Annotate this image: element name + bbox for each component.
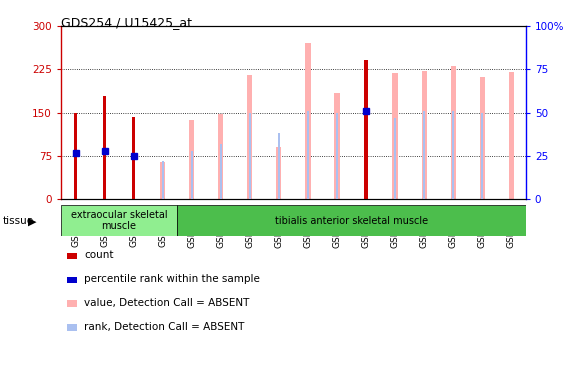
Bar — [422, 71, 427, 199]
Bar — [335, 93, 339, 199]
Bar — [132, 117, 135, 199]
Bar — [307, 111, 309, 199]
Text: count: count — [84, 250, 114, 261]
Bar — [277, 147, 282, 199]
Bar — [509, 72, 514, 199]
Bar — [248, 75, 252, 199]
Bar — [160, 162, 166, 199]
Bar — [482, 113, 483, 199]
Bar — [177, 205, 526, 236]
Bar — [480, 76, 485, 199]
Bar — [74, 113, 77, 199]
Bar — [393, 73, 397, 199]
Bar — [278, 133, 280, 199]
Text: rank, Detection Call = ABSENT: rank, Detection Call = ABSENT — [84, 322, 245, 332]
Bar — [249, 113, 251, 199]
Text: GDS254 / U15425_at: GDS254 / U15425_at — [61, 16, 192, 30]
Bar — [191, 151, 193, 199]
Text: tibialis anterior skeletal muscle: tibialis anterior skeletal muscle — [275, 216, 428, 225]
Bar — [162, 161, 164, 199]
Bar — [189, 120, 194, 199]
Bar — [103, 96, 106, 199]
Bar — [336, 113, 338, 199]
Text: value, Detection Call = ABSENT: value, Detection Call = ABSENT — [84, 298, 250, 308]
Bar — [306, 43, 311, 199]
Text: percentile rank within the sample: percentile rank within the sample — [84, 274, 260, 284]
Bar — [220, 144, 222, 199]
Bar — [451, 66, 456, 199]
Text: ▶: ▶ — [28, 216, 37, 227]
Bar — [394, 118, 396, 199]
Text: tissue: tissue — [3, 216, 34, 227]
Text: extraocular skeletal
muscle: extraocular skeletal muscle — [71, 210, 167, 231]
Bar — [61, 205, 177, 236]
Bar — [452, 111, 454, 199]
Bar — [364, 60, 368, 199]
Bar — [218, 114, 224, 199]
Bar — [423, 111, 425, 199]
